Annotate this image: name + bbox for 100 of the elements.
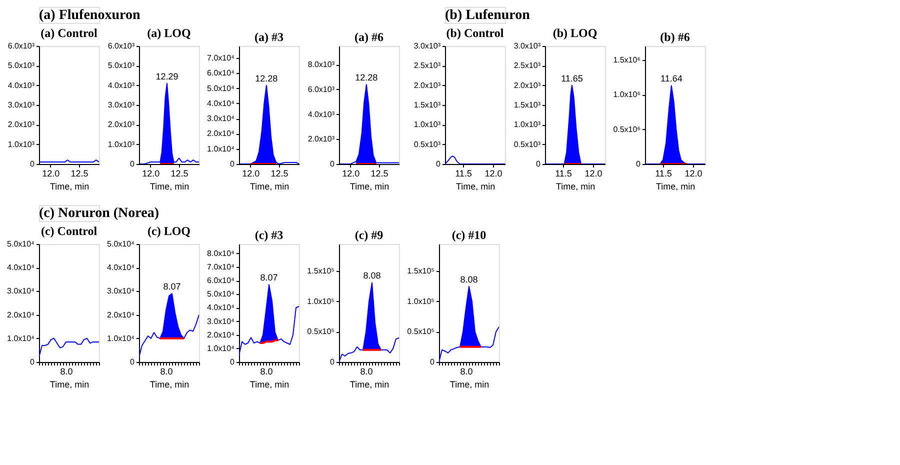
y-tick-label: 2.0x10³ (8, 120, 35, 130)
y-tick-label: 2.0x10³ (514, 80, 541, 90)
x-tick-label: 12.5 (370, 168, 388, 178)
y-tick-label: 1.0x10⁴ (207, 344, 236, 353)
y-tick-label: 6.0x10³ (108, 42, 135, 50)
y-tick-label: 1.0x10³ (108, 140, 135, 149)
y-tick-label: 4.0x10⁴ (207, 98, 236, 108)
y-tick-label: 8.0x10³ (308, 60, 335, 70)
y-tick-label: 6.0x10³ (308, 84, 335, 94)
y-tick-label: 0 (330, 160, 336, 168)
y-tick-label: 1.0x10⁴ (207, 144, 236, 154)
line-series (239, 284, 299, 356)
y-tick-label: 5.0x10⁴ (7, 240, 36, 248)
y-tick-label: 1.0x10³ (414, 120, 441, 130)
chart-title: (c) Control (40, 224, 98, 238)
x-axis-title: Time, min (656, 182, 696, 192)
y-tick-label: 1.0x10⁶ (613, 90, 640, 100)
line-series (139, 293, 199, 358)
chart-title: (a) LOQ (147, 26, 191, 40)
y-tick-label: 2.0x10⁴ (7, 310, 36, 320)
y-tick-label: 2.0x10³ (108, 120, 135, 130)
annotation: 8.07 (163, 282, 181, 292)
line-series (39, 338, 99, 358)
y-tick-label: 2.5x10³ (414, 61, 441, 70)
y-tick-label: 0 (430, 358, 436, 366)
chart-title: (a) #6 (354, 30, 384, 44)
y-tick-label: 0.5x10⁵ (307, 327, 334, 336)
y-tick-label: 2.0x10³ (308, 134, 335, 144)
annotation: 8.07 (260, 272, 278, 283)
x-tick-label: 8.0 (60, 366, 73, 376)
y-tick-label: 2.0x10⁴ (207, 330, 236, 340)
chart-title: (c) #10 (452, 228, 486, 242)
chart-title: (c) LOQ (148, 224, 190, 238)
y-tick-label: 2.0x10³ (414, 80, 441, 90)
x-axis-title: Time, min (50, 380, 90, 390)
y-tick-label: 6.0x10⁴ (207, 68, 236, 78)
y-tick-label: 0.5x10⁶ (613, 124, 640, 134)
y-tick-label: 5.0x10⁴ (207, 84, 236, 93)
annotation: 8.08 (460, 274, 478, 284)
y-tick-label: 0 (536, 160, 542, 168)
x-axis-title: Time, min (50, 182, 90, 192)
y-tick-label: 0 (330, 358, 336, 366)
y-tick-label: 4.0x10³ (108, 80, 135, 90)
y-tick-label: 0 (230, 358, 236, 366)
chart-title: (a) Control (40, 26, 98, 40)
x-tick-label: 11.5 (555, 168, 572, 178)
x-tick-label: 12.0 (342, 168, 360, 178)
y-tick-label: 2.5x10³ (514, 61, 541, 70)
chart-title: (a) #3 (254, 30, 284, 44)
y-tick-label: 3.0x10³ (108, 100, 135, 110)
x-tick-label: 12.0 (584, 168, 602, 178)
y-tick-label: 1.5x10⁵ (407, 266, 434, 276)
y-tick-label: 1.0x10⁴ (107, 334, 136, 343)
x-axis-title: Time, min (556, 182, 596, 192)
y-tick-label: 6.0x10³ (8, 42, 35, 50)
y-tick-label: 5.0x10³ (108, 61, 135, 70)
y-tick-label: 1.0x10³ (8, 140, 35, 149)
y-tick-label: 0.5x10³ (414, 140, 441, 149)
x-tick-label: 11.5 (455, 168, 472, 178)
y-tick-label: 1.5x10⁶ (613, 55, 640, 64)
x-tick-label: 12.5 (270, 168, 288, 178)
x-tick-label: 12.0 (142, 168, 160, 178)
y-tick-label: 5.0x10⁴ (107, 240, 136, 248)
y-tick-label: 4.0x10⁴ (7, 263, 36, 272)
annotation: 11.65 (561, 73, 583, 84)
x-tick-label: 12.0 (484, 168, 502, 178)
x-tick-label: 8.0 (160, 366, 173, 376)
y-tick-label: 3.0x10⁴ (207, 316, 236, 326)
x-tick-label: 12.0 (684, 168, 702, 178)
x-tick-label: 11.5 (655, 168, 672, 178)
x-axis-title: Time, min (250, 182, 290, 192)
y-tick-label: 5.0x10⁴ (207, 290, 236, 299)
y-tick-label: 0 (30, 160, 36, 168)
y-tick-label: 4.0x10³ (8, 80, 35, 90)
y-tick-label: 0 (30, 358, 36, 366)
y-tick-label: 0 (436, 160, 442, 168)
chart-subtitle: (a) Flufenoxuron (39, 8, 140, 23)
y-tick-label: 0 (130, 358, 136, 366)
y-tick-label: 0.5x10³ (514, 140, 541, 149)
y-tick-label: 3.0x10³ (8, 100, 35, 110)
x-tick-label: 12.0 (242, 168, 260, 178)
annotation: 12.29 (156, 71, 178, 82)
y-tick-label: 1.0x10⁵ (407, 296, 434, 306)
x-tick-label: 8.0 (460, 366, 473, 376)
y-tick-label: 8.0x10⁴ (207, 248, 236, 258)
x-tick-label: 12.0 (42, 168, 60, 178)
y-tick-label: 7.0x10⁴ (207, 54, 236, 63)
y-tick-label: 2.0x10⁴ (107, 310, 136, 320)
y-tick-label: 4.0x10⁴ (207, 303, 236, 312)
y-tick-label: 4.0x10³ (308, 110, 335, 119)
x-tick-label: 12.5 (170, 168, 188, 178)
annotation: 11.64 (660, 74, 682, 84)
y-tick-label: 1.5x10³ (414, 100, 441, 110)
y-tick-label: 5.0x10³ (8, 61, 35, 70)
chart-title: (b) Control (446, 26, 504, 40)
y-tick-label: 0 (230, 160, 236, 168)
x-axis-title: Time, min (350, 380, 390, 390)
x-axis-title: Time, min (250, 380, 290, 390)
y-tick-label: 1.0x10⁵ (307, 296, 334, 306)
x-tick-label: 8.0 (360, 366, 373, 376)
